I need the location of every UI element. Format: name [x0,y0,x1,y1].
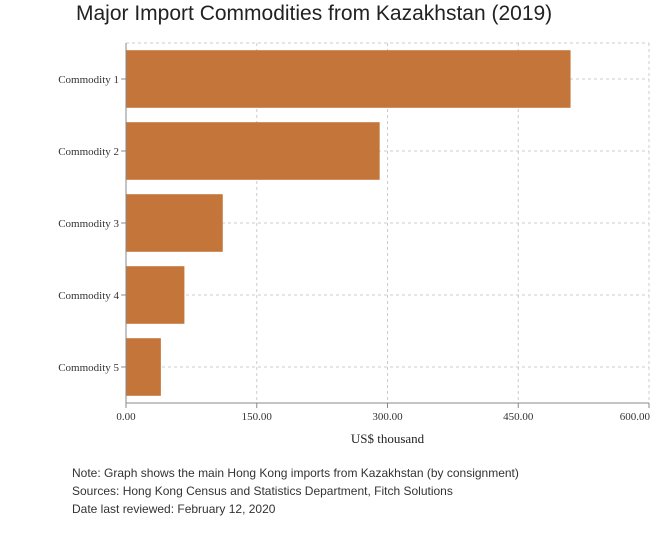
y-tick-label: Commodity 4 [58,290,119,302]
y-tick-label: Commodity 2 [58,146,119,158]
sources-text: Sources: Hong Kong Census and Statistics… [72,484,453,498]
bar [126,194,223,252]
bar [126,338,161,396]
chart-title: Major Import Commodities from Kazakhstan… [76,2,553,25]
x-tick-label: 0.00 [116,411,136,423]
x-axis-title: US$ thousand [351,431,425,446]
x-tick-label: 150.00 [242,411,273,423]
review-date-text: Date last reviewed: February 12, 2020 [72,502,276,516]
chart-notes: Note: Graph shows the main Hong Kong imp… [72,464,519,518]
bar-chart: Commodity 1 Commodity 2 Commodity 3 Commodi… [58,42,650,446]
bar [126,266,185,324]
x-tick-label: 450.00 [503,411,534,423]
x-tick-label: 600.00 [620,411,650,423]
y-tick-label: Commodity 1 [58,74,119,86]
y-tick-label: Commodity 5 [58,362,119,374]
x-tick-label: 300.00 [372,411,403,423]
bar [126,50,571,108]
y-tick-label: Commodity 3 [58,218,119,230]
note-text: Note: Graph shows the main Hong Kong imp… [72,466,519,480]
bar [126,122,380,180]
